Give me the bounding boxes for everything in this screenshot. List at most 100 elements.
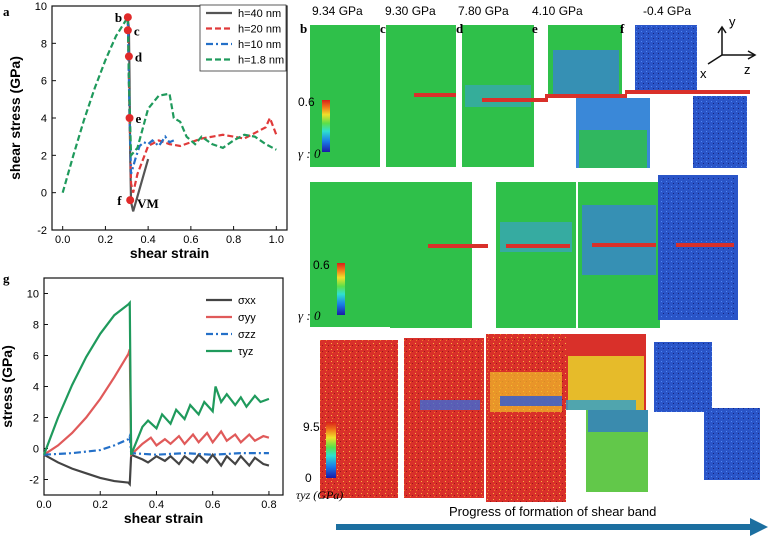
series-line xyxy=(126,19,175,175)
colorbar-stress-label: τyz (GPa) xyxy=(296,488,343,502)
annotation-marker xyxy=(124,52,133,61)
y-tick-label: 0 xyxy=(41,188,47,200)
shear-band xyxy=(676,243,734,247)
x-tick-label: 0.2 xyxy=(98,234,113,246)
slab-damage-zone xyxy=(500,396,562,406)
y-axis-label: stress (GPa) xyxy=(0,345,15,427)
slab-green-zone xyxy=(579,130,647,168)
slab-texture xyxy=(693,96,747,168)
column-letter-f: f xyxy=(620,21,625,36)
shear-band xyxy=(414,93,456,97)
colorbar-strain-top-max: 0.6 xyxy=(298,95,315,109)
series-line xyxy=(43,348,270,458)
colorbar-strain-top-label: γ : 0 xyxy=(298,146,321,161)
legend-label: h=10 nm xyxy=(238,39,281,51)
annotation-marker xyxy=(123,13,132,22)
x-axis-label: shear strain xyxy=(124,510,203,526)
stress-value-e: 4.10 GPa xyxy=(532,4,583,18)
slab-damage-zone xyxy=(420,400,480,410)
axis-x-label: x xyxy=(700,66,707,81)
y-axis-label: shear stress (GPa) xyxy=(7,56,23,180)
slab-texture xyxy=(704,408,760,480)
x-tick-label: 0.0 xyxy=(36,499,51,511)
legend-label: h=40 nm xyxy=(238,8,281,20)
stress-value-f: -0.4 GPa xyxy=(643,4,691,18)
shear-band xyxy=(482,98,548,102)
x-tick-label: 0.2 xyxy=(93,499,108,511)
colorbar-strain-mid-label: γ : 0 xyxy=(298,308,321,323)
axis-z-label: z xyxy=(744,62,751,77)
legend-label: σzz xyxy=(238,329,256,341)
annotation-marker xyxy=(125,114,134,122)
y-tick-label: 6 xyxy=(41,76,47,88)
legend-label: τyz xyxy=(238,346,253,358)
slab-texture xyxy=(635,25,697,90)
y-tick-label: 6 xyxy=(33,351,39,363)
simulation-panels xyxy=(310,25,760,502)
coordinate-axes-icon xyxy=(707,25,757,65)
x-tick-label: 0.6 xyxy=(183,234,198,246)
y-tick-label: -2 xyxy=(37,225,47,237)
annotation-label: c xyxy=(134,23,140,38)
chart-g: 0.0 0.2 0.4 0.6 0.8 -2 0 2 4 6 8 10 shear strain stre… xyxy=(0,277,284,526)
shear-band xyxy=(592,243,656,247)
y-tick-label: -2 xyxy=(29,475,39,487)
series-line xyxy=(42,299,270,456)
legend-label: σxx xyxy=(238,295,256,307)
column-letter-b: b xyxy=(300,21,307,36)
legend-label: h=1.8 nm xyxy=(238,55,284,67)
y-tick-label: 10 xyxy=(27,289,39,301)
x-tick-label: 0.4 xyxy=(149,499,164,511)
shear-band xyxy=(545,94,627,98)
slab-damage-zone xyxy=(582,205,656,275)
series-line xyxy=(61,13,277,193)
slab-damage-zone xyxy=(566,400,636,410)
slab-texture xyxy=(654,342,712,412)
x-tick-label: 0.4 xyxy=(140,234,155,246)
column-letter-c: c xyxy=(380,21,386,36)
x-axis-label: shear strain xyxy=(130,245,209,261)
slab-damage-zone xyxy=(465,85,531,107)
y-tick-label: 4 xyxy=(41,113,47,125)
shear-band xyxy=(625,90,750,94)
shear-band xyxy=(428,244,488,248)
annotation-label: b xyxy=(115,10,122,25)
slab-texture xyxy=(486,334,566,502)
annotation-label: VM xyxy=(137,196,159,211)
shear-band xyxy=(506,244,570,248)
y-tick-label: 0 xyxy=(33,444,39,456)
x-tick-label: 0.6 xyxy=(205,499,220,511)
series-line xyxy=(43,431,269,456)
x-tick-label: 0.0 xyxy=(55,234,70,246)
annotation-label: e xyxy=(136,111,142,126)
column-letter-d: d xyxy=(456,21,464,36)
annotation-label: d xyxy=(135,49,143,64)
slab-row2-d xyxy=(496,182,576,328)
colorbar-strain-mid-max: 0.6 xyxy=(313,258,330,272)
y-tick-label: 4 xyxy=(33,382,39,394)
colorbar-stress-max: 9.5 xyxy=(303,420,320,434)
progress-arrow-head xyxy=(750,518,768,536)
slab-row1-b xyxy=(310,25,380,167)
y-tick-label: 2 xyxy=(41,150,47,162)
slab-row2-c xyxy=(390,182,472,328)
series-line xyxy=(43,452,270,487)
colorbar-stress xyxy=(326,422,336,478)
annotation-label: f xyxy=(117,193,122,208)
annotation-marker xyxy=(123,26,132,35)
column-letter-e: e xyxy=(532,21,538,36)
stress-value-c: 9.30 GPa xyxy=(385,4,436,18)
colorbar-stress-min: 0 xyxy=(305,471,312,485)
x-tick-label: 0.8 xyxy=(226,234,241,246)
legend-label: h=20 nm xyxy=(238,24,281,36)
legend-frame xyxy=(199,4,287,72)
chart-a: 0.0 0.2 0.4 0.6 0.8 1.0 -2 0 2 4 6 8 10 shear strain s… xyxy=(7,1,288,261)
legend-label: σyy xyxy=(238,312,256,324)
y-tick-label: 8 xyxy=(41,38,47,50)
y-tick-label: 2 xyxy=(33,413,39,425)
x-tick-label: 0.8 xyxy=(261,499,276,511)
y-tick-label: 10 xyxy=(35,1,47,13)
progress-label: Progress of formation of shear band xyxy=(449,504,656,519)
slab-texture xyxy=(660,177,736,318)
